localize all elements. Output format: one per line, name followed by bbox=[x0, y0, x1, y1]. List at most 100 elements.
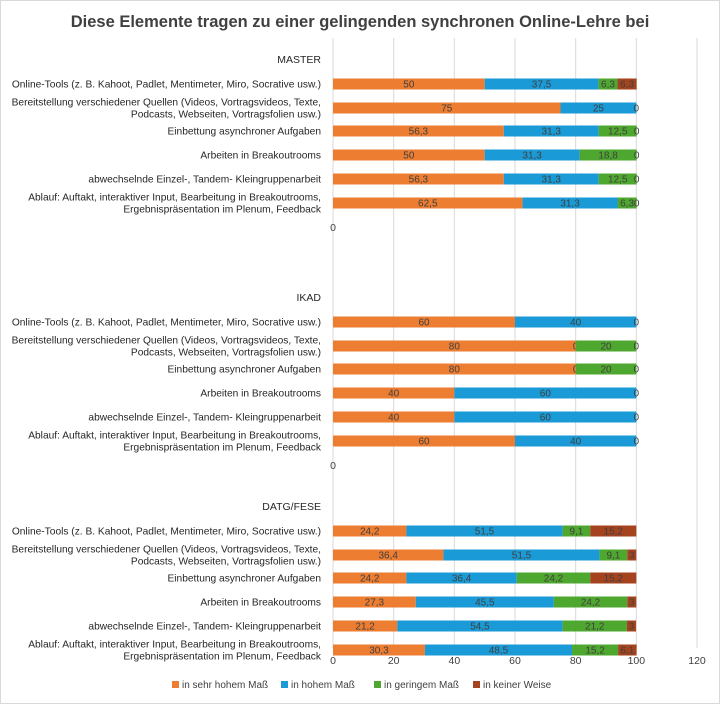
bar-segment bbox=[598, 125, 637, 137]
bar-segment bbox=[406, 572, 517, 584]
category-label: Arbeiten in Breakoutrooms bbox=[200, 389, 321, 400]
bar-segment bbox=[515, 316, 637, 328]
bar-segment bbox=[617, 78, 637, 90]
data-label: 40 bbox=[570, 437, 582, 448]
data-label: 60 bbox=[418, 437, 430, 448]
legend-entry: in hohem Maß bbox=[291, 680, 355, 691]
bar-segment bbox=[333, 387, 455, 399]
data-label: 36,4 bbox=[452, 574, 472, 585]
data-label: 6,3 bbox=[620, 199, 634, 210]
bar-segment bbox=[333, 102, 561, 114]
data-label: 20 bbox=[600, 342, 612, 353]
category-label: Bereitstellung verschiedener Quellen (Vi… bbox=[12, 336, 321, 347]
data-label: 0 bbox=[634, 413, 640, 424]
data-label: 40 bbox=[388, 389, 400, 400]
data-label: 3 bbox=[629, 622, 635, 633]
bar-segment bbox=[333, 620, 398, 632]
bar-segment bbox=[627, 549, 637, 561]
data-label: 0 bbox=[634, 104, 640, 115]
bar-segment bbox=[553, 596, 628, 608]
legend-swatch bbox=[281, 681, 288, 688]
chart-title: Diese Elemente tragen zu einer gelingend… bbox=[71, 13, 650, 31]
category-label: Podcasts, Webseiten, Vortragsfolien usw.… bbox=[131, 557, 321, 568]
bar-segment bbox=[333, 197, 523, 209]
bar-segment bbox=[333, 596, 416, 608]
legend: in sehr hohem Maß in hohem Maß in geringem… bbox=[172, 680, 552, 691]
bar-segment bbox=[598, 173, 637, 185]
bar-segment bbox=[599, 549, 628, 561]
bar-segment bbox=[503, 125, 599, 137]
category-label: Online-Tools (z. B. Kahoot, Padlet, Ment… bbox=[12, 318, 321, 329]
bar-segment bbox=[454, 387, 637, 399]
data-label: 75 bbox=[441, 104, 453, 115]
x-tick-label: 100 bbox=[628, 655, 646, 667]
category-label: Arbeiten in Breakoutrooms bbox=[200, 598, 321, 609]
x-tick-label: 60 bbox=[509, 655, 521, 667]
data-label: 27,3 bbox=[365, 598, 385, 609]
data-label: 3 bbox=[629, 551, 635, 562]
bar-segment bbox=[515, 435, 637, 447]
bar-segment bbox=[575, 340, 637, 352]
data-label: 60 bbox=[540, 413, 552, 424]
category-label: abwechselnde Einzel-, Tandem- Kleingrupp… bbox=[88, 622, 321, 633]
data-label: 0 bbox=[634, 437, 640, 448]
data-label: 0 bbox=[634, 127, 640, 138]
data-label: 56,3 bbox=[409, 127, 429, 138]
bar-segment bbox=[333, 435, 515, 447]
legend-swatch bbox=[172, 681, 179, 688]
bar-segment bbox=[590, 572, 637, 584]
data-label: 36,4 bbox=[378, 551, 398, 562]
category-label: Ablauf: Auftakt, interaktiver Input, Bea… bbox=[28, 193, 321, 204]
data-label: 6,3 bbox=[620, 80, 634, 91]
data-label: 31,3 bbox=[560, 199, 580, 210]
bar-segment bbox=[406, 525, 563, 537]
category-label: Bereitstellung verschiedener Quellen (Vi… bbox=[12, 545, 321, 556]
bar-segment bbox=[617, 197, 637, 209]
bar-segment bbox=[454, 411, 637, 423]
data-label: 24,2 bbox=[360, 574, 380, 585]
bar-segment bbox=[516, 572, 591, 584]
data-label: 50 bbox=[403, 151, 415, 162]
data-label: 24,2 bbox=[544, 574, 564, 585]
legend-swatch bbox=[374, 681, 381, 688]
data-label: 54,5 bbox=[470, 622, 490, 633]
data-label: 37,5 bbox=[532, 80, 552, 91]
bar-segment bbox=[626, 620, 637, 632]
data-label: 0 bbox=[634, 389, 640, 400]
data-label: 0 bbox=[634, 365, 640, 376]
x-tick-label: 40 bbox=[448, 655, 460, 667]
bar-segment bbox=[562, 620, 627, 632]
bar-segment bbox=[333, 125, 504, 137]
data-label: 21,2 bbox=[355, 622, 375, 633]
category-label: Einbettung asynchroner Aufgaben bbox=[168, 365, 322, 376]
data-label: 6,3 bbox=[601, 80, 615, 91]
bar-segment bbox=[627, 596, 637, 608]
bar-segment bbox=[333, 149, 485, 161]
category-label: Podcasts, Webseiten, Vortragsfolien usw.… bbox=[131, 110, 321, 121]
data-label: 9,1 bbox=[606, 551, 620, 562]
bar-segment bbox=[415, 596, 554, 608]
data-label: 80 bbox=[449, 365, 461, 376]
category-label: Einbettung asynchroner Aufgaben bbox=[168, 574, 322, 585]
bar-segment bbox=[562, 525, 591, 537]
data-label: 31,3 bbox=[542, 127, 562, 138]
data-label: 0 bbox=[634, 342, 640, 353]
data-label: 24,2 bbox=[581, 598, 601, 609]
category-label: abwechselnde Einzel-, Tandem- Kleingrupp… bbox=[88, 413, 321, 424]
data-label: 15,2 bbox=[585, 646, 605, 657]
data-label: 50 bbox=[403, 80, 415, 91]
data-label: 30,3 bbox=[369, 646, 389, 657]
bar-segment bbox=[333, 411, 455, 423]
legend-entry: in sehr hohem Maß bbox=[182, 680, 268, 691]
x-tick-label: 20 bbox=[388, 655, 400, 667]
data-label: 9,1 bbox=[569, 527, 583, 538]
category-label: Online-Tools (z. B. Kahoot, Padlet, Ment… bbox=[12, 527, 321, 538]
category-label: Ergebnispräsentation im Plenum, Feedback bbox=[123, 205, 322, 216]
data-label: 48,5 bbox=[489, 646, 509, 657]
category-label: Ablauf: Auftakt, interaktiver Input, Bea… bbox=[28, 640, 321, 651]
data-label: 6,1 bbox=[620, 646, 634, 657]
data-label: 21,2 bbox=[585, 622, 605, 633]
bar-segment bbox=[333, 549, 444, 561]
bar-segment bbox=[598, 78, 618, 90]
